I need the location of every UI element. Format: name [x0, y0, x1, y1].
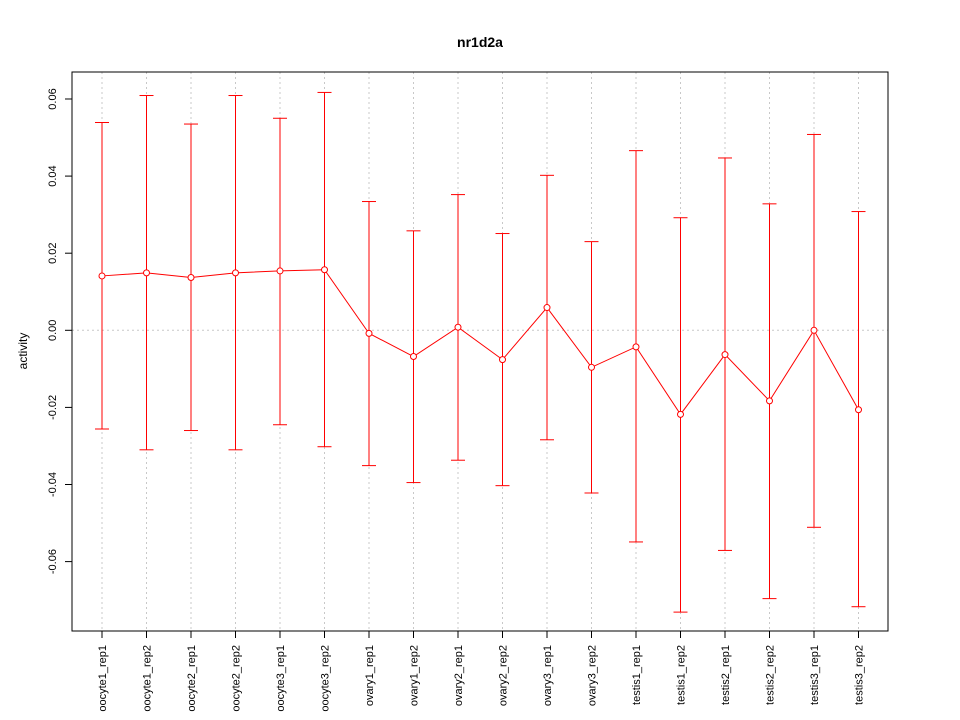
y-tick-label: 0.06: [47, 88, 59, 109]
data-point: [810, 326, 818, 334]
data-point: [766, 397, 773, 405]
y-tick-label: 0.02: [47, 242, 59, 263]
y-tick-label: -0.06: [47, 549, 59, 574]
data-point: [499, 356, 506, 364]
x-tick-label: testis3_rep1: [809, 645, 821, 705]
data-point: [321, 266, 328, 274]
data-point: [276, 267, 284, 275]
x-tick-label: testis2_rep2: [765, 645, 777, 705]
x-tick-label: oocyte2_rep2: [231, 645, 243, 712]
x-tick-label: ovary3_rep1: [542, 645, 554, 706]
data-point: [232, 269, 239, 277]
x-tick-label: oocyte1_rep2: [142, 645, 154, 712]
y-axis-label: activity: [16, 333, 30, 370]
x-tick-label: oocyte3_rep2: [320, 645, 332, 712]
data-point: [454, 323, 462, 331]
x-tick-label: testis3_rep2: [854, 645, 866, 705]
data-point: [365, 329, 373, 337]
x-tick-label: ovary1_rep1: [364, 645, 376, 706]
data-point: [143, 269, 150, 277]
x-tick-label: testis2_rep1: [720, 645, 732, 705]
x-tick-label: ovary2_rep2: [498, 645, 510, 706]
series-line: [101, 269, 859, 416]
error-bars: [95, 91, 866, 613]
chart-title: nr1d2a: [457, 34, 503, 50]
y-tick-label: -0.02: [47, 395, 59, 420]
data-point: [588, 363, 595, 371]
x-tick-label: ovary3_rep2: [587, 645, 599, 706]
plot-frame: [71, 71, 889, 632]
x-tick-label: oocyte2_rep1: [186, 645, 198, 712]
x-tick-label: ovary1_rep2: [409, 645, 421, 706]
y-tick-label: -0.04: [47, 472, 59, 497]
x-tick-label: testis1_rep2: [676, 645, 688, 705]
data-point: [721, 351, 729, 359]
y-tick-label: 0.00: [47, 320, 59, 341]
grid: [72, 72, 888, 631]
data-point: [543, 304, 551, 312]
x-tick-label: oocyte1_rep1: [97, 645, 109, 712]
x-tick-label: testis1_rep1: [631, 645, 643, 705]
data-point: [410, 353, 417, 361]
data-points: [98, 266, 862, 418]
series-polyline: [101, 269, 859, 416]
data-point: [98, 272, 106, 280]
data-point: [855, 406, 862, 414]
x-tick-label: ovary2_rep1: [453, 645, 465, 706]
x-tick-label: oocyte3_rep1: [275, 645, 287, 712]
data-point: [187, 273, 195, 281]
data-point: [677, 410, 684, 418]
y-tick-label: 0.04: [47, 165, 59, 186]
data-point: [632, 343, 640, 351]
axes: -0.06 -0.04 -0.02 0.00 0.02 0.04 0.06 oocyte1_r…: [47, 88, 866, 711]
